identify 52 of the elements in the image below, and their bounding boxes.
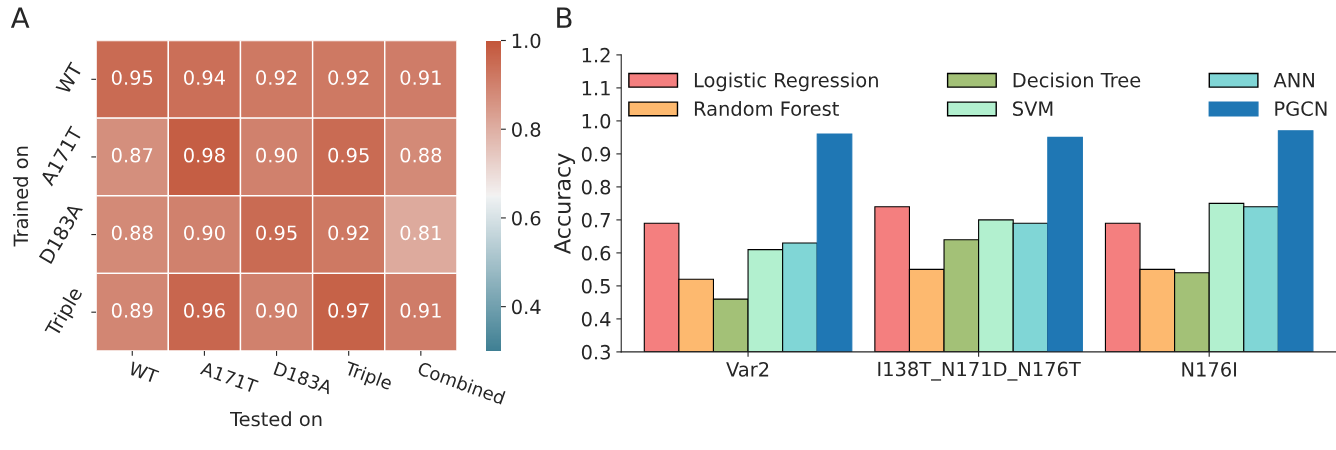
data-label: 0.95 xyxy=(111,70,153,85)
x-tick-label: Triple xyxy=(342,360,394,394)
data-label: 0.90 xyxy=(184,225,225,241)
data-label: 0.90 xyxy=(256,147,297,163)
y-tick-label: 0.9 xyxy=(581,146,611,162)
data-label: 0.88 xyxy=(111,225,153,241)
data-label: 0.81 xyxy=(400,225,441,241)
data-label: 0.91 xyxy=(400,70,441,85)
y-tick-label: 1.0 xyxy=(582,113,611,129)
y-tick-label: 0.4 xyxy=(581,311,611,327)
data-label: 0.91 xyxy=(400,303,441,318)
y-tick-label: 0.3 xyxy=(581,344,610,360)
data-label: 0.92 xyxy=(256,70,297,85)
legend-label: SVM xyxy=(1013,101,1053,116)
legend-label: ANN xyxy=(1273,73,1314,88)
legend-label: Random Forest xyxy=(694,100,839,116)
y-tick-label: 1.2 xyxy=(582,47,610,63)
color-bar-label: 1.0 xyxy=(512,33,541,49)
chart-title: A xyxy=(10,7,30,28)
x-tick-label: WT xyxy=(128,361,160,384)
x-axis-title: Tested on xyxy=(230,411,322,427)
x-tick-label: Var2 xyxy=(726,361,769,377)
y-axis-title: Trained on xyxy=(13,146,29,247)
legend-label: Decision Tree xyxy=(1013,72,1141,88)
data-label: 0.88 xyxy=(400,147,442,163)
data-label: 0.96 xyxy=(184,303,225,318)
x-tick-label: N176I xyxy=(1182,361,1236,377)
x-tick-label: A171T xyxy=(199,361,259,394)
data-label: 0.92 xyxy=(328,225,369,241)
y-tick-label: 0.5 xyxy=(581,278,610,294)
chart-title: B xyxy=(557,7,572,28)
data-label: 0.95 xyxy=(256,225,297,241)
color-bar-label: 0.6 xyxy=(512,210,541,226)
color-bar-label: 0.4 xyxy=(512,299,541,315)
data-label: 0.94 xyxy=(184,70,225,85)
data-label: 0.92 xyxy=(328,70,369,85)
data-label: 0.98 xyxy=(184,147,225,163)
legend-label: Logistic Regression xyxy=(694,72,878,92)
data-label: 0.97 xyxy=(328,303,369,318)
data-label: 0.89 xyxy=(111,303,153,318)
legend-label: PGCN xyxy=(1275,101,1327,116)
y-tick-label: WT xyxy=(55,61,83,95)
y-tick-label: 0.8 xyxy=(581,179,611,195)
y-tick-label: 0.6 xyxy=(581,245,611,261)
data-label: 0.87 xyxy=(111,147,153,163)
color-bar-label: 0.8 xyxy=(512,122,541,137)
x-tick-label: I138T_N171D_N176T xyxy=(878,361,1081,381)
data-label: 0.90 xyxy=(256,303,297,318)
data-label: 0.95 xyxy=(328,147,369,163)
y-tick-label: 0.7 xyxy=(581,212,610,228)
y-tick-label: 1.1 xyxy=(582,81,610,96)
y-axis-title: Accuracy xyxy=(554,153,576,254)
